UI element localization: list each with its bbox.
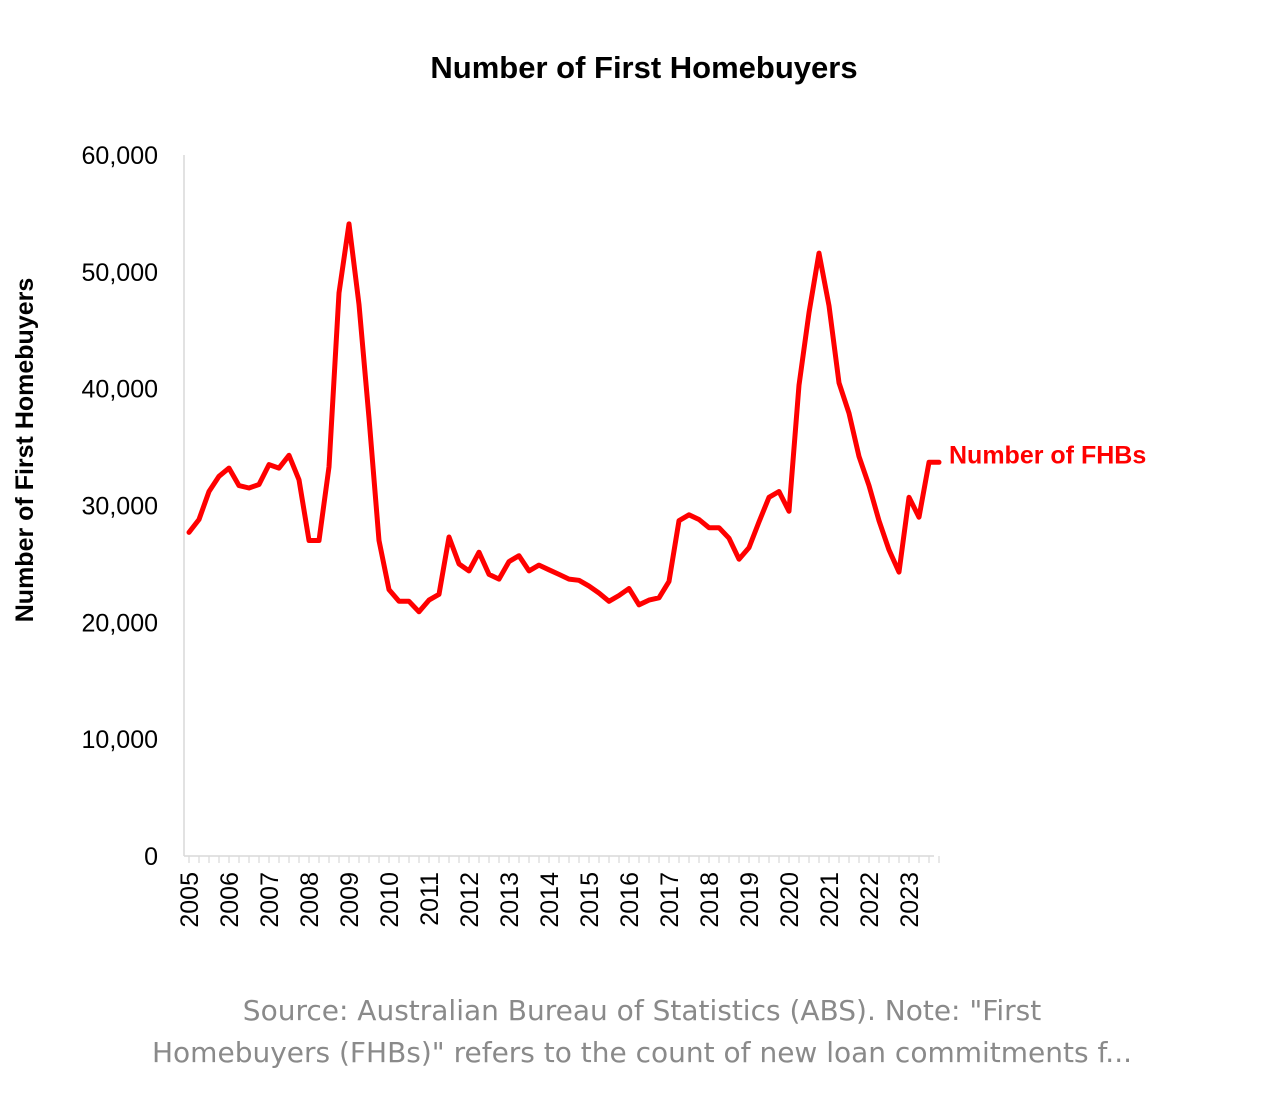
y-tick-label: 60,000 (82, 142, 158, 170)
x-axis-ticks: 2005 2006 2007 2008 2009 2010 2011 2012 2013 2014… (176, 856, 940, 928)
series-line-fhbs (186, 221, 942, 615)
x-tick-label: 2018 (696, 872, 724, 928)
source-note-line-1: Source: Australian Bureau of Statistics … (242, 994, 1042, 1027)
x-tick-label: 2006 (216, 872, 244, 928)
series-label-fhbs: Number of FHBs (949, 441, 1146, 469)
x-tick-label: 2023 (896, 872, 924, 928)
x-tick-label: 2007 (256, 872, 284, 928)
x-tick-label: 2013 (496, 872, 524, 928)
y-tick-label: 10,000 (82, 726, 158, 754)
y-axis-title: Number of First Homebuyers (11, 278, 39, 623)
y-axis-ticks: 0 10,000 20,000 30,000 40,000 50,000 60,000 (82, 142, 158, 871)
x-tick-label: 2012 (456, 872, 484, 928)
y-tick-label: 30,000 (82, 493, 158, 521)
x-tick-label: 2022 (856, 872, 884, 928)
x-tick-label: 2021 (816, 872, 844, 928)
x-tick-label: 2009 (336, 872, 364, 928)
y-tick-label: 40,000 (82, 376, 158, 404)
x-tick-label: 2005 (176, 872, 204, 928)
x-tick-label: 2014 (536, 872, 564, 928)
y-tick-label: 0 (144, 843, 158, 871)
source-note-line-2: Homebuyers (FHBs)" refers to the count o… (152, 1036, 1132, 1069)
x-tick-label: 2010 (376, 872, 404, 928)
chart-title: Number of First Homebuyers (430, 50, 857, 85)
x-tick-label: 2015 (576, 872, 604, 928)
y-tick-label: 20,000 (82, 609, 158, 637)
source-note: Source: Australian Bureau of Statistics … (0, 990, 1284, 1074)
x-tick-label: 2016 (616, 872, 644, 928)
x-tick-label: 2017 (656, 872, 684, 928)
x-tick-label: 2008 (296, 872, 324, 928)
x-tick-label: 2019 (736, 872, 764, 928)
line-chart: Number of First Homebuyers Number of Fir… (11, 50, 1146, 928)
x-tick-label: 2011 (416, 872, 444, 926)
x-tick-label: 2020 (776, 872, 804, 928)
series-group: Number of FHBs (186, 221, 1146, 615)
y-tick-label: 50,000 (82, 259, 158, 287)
